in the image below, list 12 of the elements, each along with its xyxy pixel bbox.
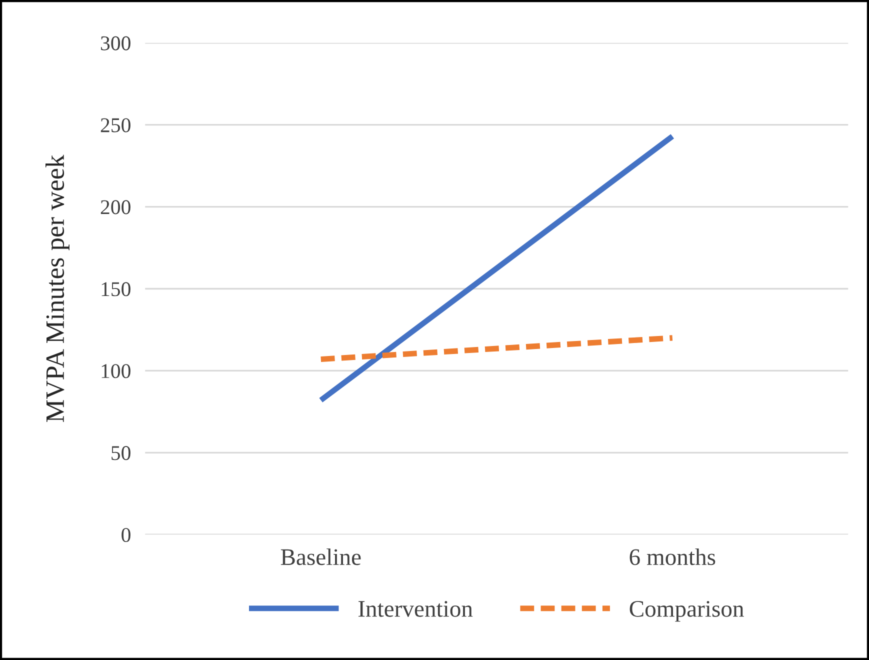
y-tick-label: 0 [122,528,130,542]
y-tick-label: 300 [100,36,130,50]
y-tick-label: 50 [112,446,130,460]
legend-label: Comparison [630,600,744,622]
y-tick-label: 100 [102,364,130,378]
x-tick-label: Baseline [280,548,361,566]
y-tick-label: 200 [100,200,130,214]
y-tick-label: 150 [102,282,130,296]
x-tick-label: 6 months [630,548,716,566]
legend-label: Intervention [358,600,473,617]
y-axis-title: MVPA Minutes per week [45,154,70,422]
y-tick-label: 250 [100,118,130,132]
